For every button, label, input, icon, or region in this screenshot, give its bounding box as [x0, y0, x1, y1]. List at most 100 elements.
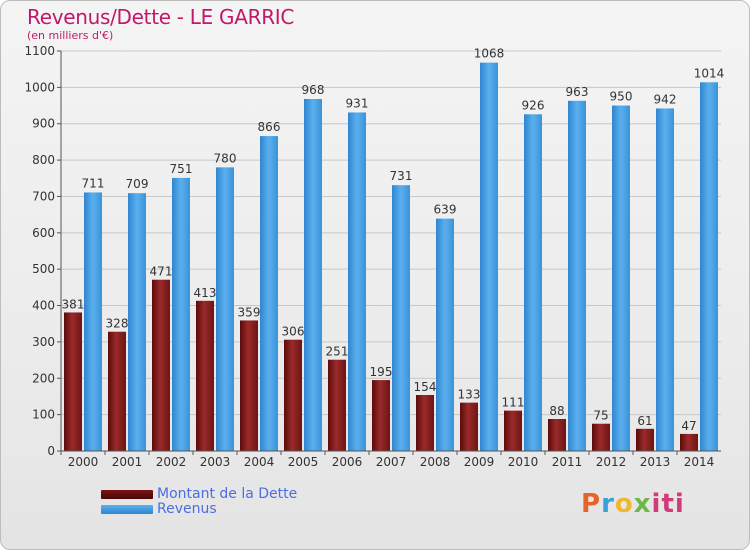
data-label-revenus-2003: 780 [214, 151, 237, 165]
data-label-debt-2011: 88 [549, 404, 564, 418]
bar-debt-2004 [240, 320, 258, 451]
bar-revenus-2001 [128, 193, 146, 451]
data-label-revenus-2007: 731 [390, 169, 413, 183]
bar-revenus-2012 [612, 105, 630, 451]
data-label-debt-2014: 47 [681, 419, 696, 433]
proxiti-logo: Proxiti [581, 489, 685, 519]
bars: 381 711 328 709 471 751 413 780 359 866 306 968 251 9… [62, 47, 725, 452]
x-tick-label: 2010 [508, 455, 539, 469]
legend-item-debt: Montant de la Dette [101, 487, 297, 502]
data-label-revenus-2011: 963 [566, 85, 589, 99]
data-label-revenus-2001: 709 [126, 177, 149, 191]
bar-revenus-2008 [436, 218, 454, 451]
bar-debt-2006 [328, 359, 346, 451]
data-label-revenus-2008: 639 [434, 203, 457, 217]
data-label-revenus-2010: 926 [522, 98, 545, 112]
y-tick-label: 0 [47, 444, 55, 458]
y-tick-label: 100 [32, 408, 55, 422]
bar-debt-2007 [372, 380, 390, 451]
bar-revenus-2003 [216, 167, 234, 451]
bar-revenus-2013 [656, 108, 674, 452]
bar-debt-2001 [108, 331, 126, 451]
data-label-debt-2006: 251 [326, 345, 349, 359]
bar-debt-2003 [196, 300, 214, 451]
y-tick-label: 1000 [24, 80, 55, 94]
legend-label-debt: Montant de la Dette [157, 486, 298, 502]
bar-debt-2000 [64, 312, 82, 451]
data-label-revenus-2009: 1068 [474, 47, 505, 61]
bar-debt-2010 [504, 410, 522, 451]
y-tick-label: 1100 [24, 44, 55, 58]
bar-revenus-2011 [568, 100, 586, 452]
data-label-revenus-2012: 950 [610, 90, 633, 104]
y-tick-label: 700 [32, 189, 55, 203]
bar-revenus-2006 [348, 112, 366, 452]
data-label-revenus-2002: 751 [170, 162, 193, 176]
y-tick-label: 400 [32, 299, 55, 313]
x-tick-label: 2013 [640, 455, 671, 469]
bar-debt-2014 [680, 433, 698, 451]
data-label-revenus-2006: 931 [346, 96, 369, 110]
legend: Montant de la Dette Revenus [101, 487, 297, 517]
data-label-debt-2013: 61 [637, 414, 652, 428]
data-label-debt-2003: 413 [194, 286, 217, 300]
data-label-revenus-2013: 942 [654, 92, 677, 106]
x-tick-label: 2002 [156, 455, 187, 469]
data-label-debt-2012: 75 [593, 409, 608, 423]
axes: 0 100 200 300 400 500 600 700 800 900 1000 1100 2000… [24, 44, 721, 469]
data-label-revenus-2005: 968 [302, 83, 325, 97]
data-label-debt-2008: 154 [414, 380, 437, 394]
bar-revenus-2010 [524, 114, 542, 451]
x-tick-label: 2006 [332, 455, 363, 469]
legend-swatch-debt [101, 489, 153, 499]
x-tick-label: 2005 [288, 455, 319, 469]
data-label-debt-2002: 471 [150, 265, 173, 279]
bar-revenus-2007 [392, 185, 410, 451]
data-label-revenus-2000: 711 [82, 176, 105, 190]
data-label-debt-2010: 111 [502, 396, 525, 410]
x-tick-label: 2001 [112, 455, 143, 469]
y-tick-label: 900 [32, 117, 55, 131]
data-label-debt-2001: 328 [106, 317, 129, 331]
y-tick-label: 200 [32, 371, 55, 385]
bar-debt-2013 [636, 428, 654, 451]
chart-subtitle: (en milliers d'€) [27, 29, 114, 42]
data-label-debt-2005: 306 [282, 325, 305, 339]
bar-revenus-2000 [84, 192, 102, 452]
x-tick-label: 2003 [200, 455, 231, 469]
bar-debt-2008 [416, 395, 434, 451]
bar-revenus-2009 [480, 62, 498, 452]
legend-item-revenus: Revenus [101, 502, 297, 517]
bar-revenus-2002 [172, 177, 190, 451]
x-tick-label: 2014 [684, 455, 715, 469]
bar-debt-2012 [592, 423, 610, 451]
y-tick-label: 800 [32, 153, 55, 167]
data-label-revenus-2004: 866 [258, 120, 281, 134]
bar-debt-2011 [548, 419, 566, 451]
x-tick-label: 2000 [68, 455, 99, 469]
bar-revenus-2004 [260, 136, 278, 451]
x-tick-label: 2012 [596, 455, 627, 469]
data-label-debt-2000: 381 [62, 297, 85, 311]
data-label-revenus-2014: 1014 [694, 66, 725, 80]
bar-revenus-2005 [304, 99, 322, 451]
bar-revenus-2014 [700, 82, 718, 451]
x-tick-label: 2009 [464, 455, 495, 469]
x-tick-label: 2008 [420, 455, 451, 469]
x-tick-label: 2004 [244, 455, 275, 469]
legend-swatch-revenus [101, 504, 153, 514]
y-tick-label: 500 [32, 262, 55, 276]
bar-debt-2002 [152, 279, 170, 451]
data-label-debt-2009: 133 [458, 388, 481, 402]
y-tick-label: 600 [32, 226, 55, 240]
bar-debt-2005 [284, 339, 302, 451]
x-tick-label: 2007 [376, 455, 407, 469]
bar-debt-2009 [460, 402, 478, 451]
data-label-debt-2004: 359 [238, 305, 261, 319]
x-tick-label: 2011 [552, 455, 583, 469]
y-tick-label: 300 [32, 335, 55, 349]
data-label-debt-2007: 195 [370, 365, 393, 379]
legend-label-revenus: Revenus [157, 501, 217, 517]
